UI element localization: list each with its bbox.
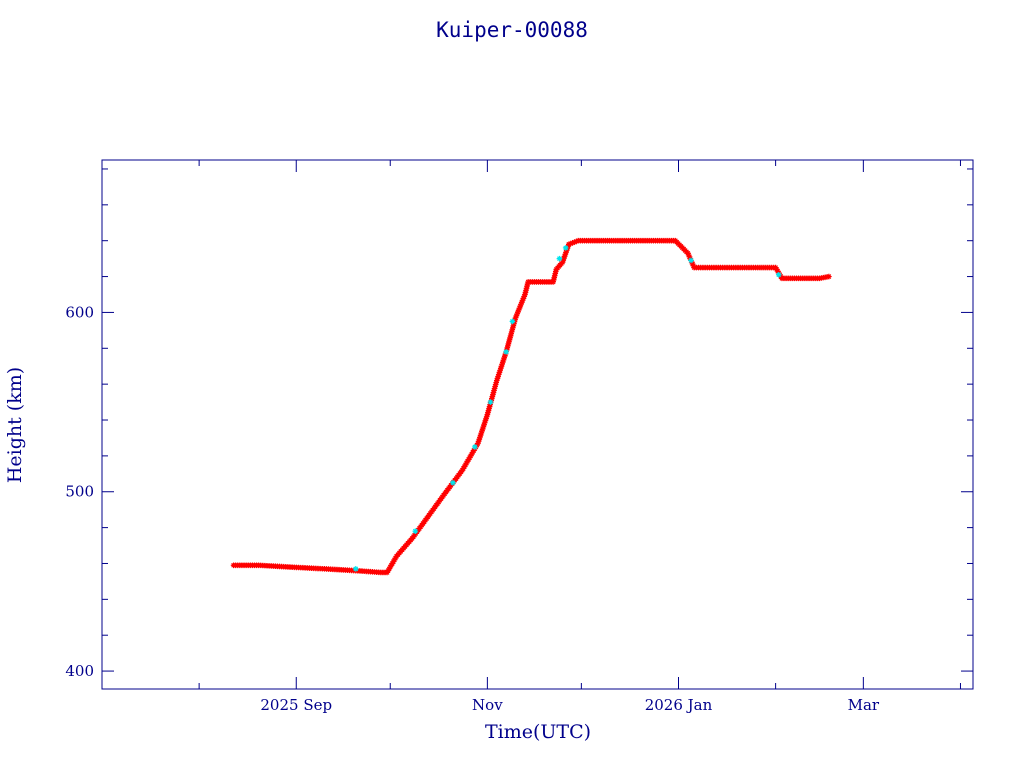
data-point-red xyxy=(685,250,691,257)
data-point-red xyxy=(515,307,522,313)
data-point-red xyxy=(512,315,519,321)
data-point-red xyxy=(690,263,697,269)
data-point-red xyxy=(826,273,832,280)
x-tick-label: 2025 Sep xyxy=(260,696,332,714)
x-tick-label: 2026 Jan xyxy=(645,696,713,714)
x-tick-label: Nov xyxy=(472,696,503,714)
data-point-red xyxy=(495,371,502,378)
data-point-red xyxy=(689,259,695,266)
data-point-red xyxy=(496,369,503,376)
data-point-red xyxy=(560,257,567,264)
data-point-red xyxy=(480,424,487,430)
data-points xyxy=(230,237,832,576)
x-tick-label: Mar xyxy=(848,696,880,714)
data-point-red xyxy=(565,243,571,250)
data-point-red xyxy=(479,428,485,434)
chart-title: Kuiper-00088 xyxy=(436,18,588,42)
data-point-red xyxy=(501,355,507,361)
data-point-red xyxy=(498,363,505,370)
data-point-red xyxy=(495,373,501,380)
data-point-cyan xyxy=(450,479,456,486)
data-point-red xyxy=(687,255,694,262)
data-point-red xyxy=(494,375,501,382)
data-point-red xyxy=(478,430,485,436)
data-point-red xyxy=(573,238,580,245)
y-tick-label: 400 xyxy=(65,662,94,680)
data-point-cyan xyxy=(556,255,563,262)
x-axis-label: Time(UTC) xyxy=(485,721,591,743)
data-point-red xyxy=(569,240,576,246)
data-point-red xyxy=(483,413,490,420)
plot-frame xyxy=(101,159,974,690)
data-point-red xyxy=(515,309,521,315)
data-point-red xyxy=(482,417,489,424)
data-point-red xyxy=(520,295,527,302)
data-point-red xyxy=(513,313,520,319)
data-point-red xyxy=(497,365,504,372)
data-point-red xyxy=(481,422,487,428)
data-point-red xyxy=(519,299,525,306)
data-point-cyan xyxy=(688,257,694,264)
data-point-red xyxy=(567,240,574,247)
data-point-red xyxy=(475,440,481,447)
data-point-red xyxy=(518,301,524,308)
data-point-red xyxy=(479,426,486,432)
data-point-red xyxy=(571,239,578,245)
data-point-red xyxy=(493,377,500,384)
data-point-red xyxy=(481,420,488,426)
data-point-red xyxy=(476,436,483,443)
data-point-cyan xyxy=(503,349,509,355)
data-point-red xyxy=(483,415,489,422)
data-point-red xyxy=(477,432,484,438)
data-point-cyan xyxy=(775,271,782,278)
data-point-red xyxy=(500,357,507,363)
data-point-cyan xyxy=(472,444,478,450)
y-tick-label: 500 xyxy=(65,483,94,501)
data-point-cyan xyxy=(509,318,516,325)
data-point-red xyxy=(519,297,526,304)
data-point-red xyxy=(566,241,572,248)
data-point-red xyxy=(686,254,693,260)
data-point-red xyxy=(563,247,570,254)
data-point-cyan xyxy=(487,399,494,405)
data-point-red xyxy=(517,303,524,309)
data-point-red xyxy=(563,249,569,256)
data-point-red xyxy=(685,252,692,258)
y-tick-label: 600 xyxy=(65,303,94,321)
data-point-red xyxy=(521,293,527,300)
axis-ticks: 2025 Sep Nov 2026 Jan Mar 400 500 600 xyxy=(65,160,973,714)
data-point-red xyxy=(502,351,509,357)
data-point-red xyxy=(475,438,482,445)
data-point-cyan xyxy=(562,245,569,251)
data-point-red xyxy=(502,353,508,359)
data-point-red xyxy=(499,361,505,367)
y-axis-label: Height (km) xyxy=(4,367,26,483)
data-point-red xyxy=(500,359,506,365)
data-point-red xyxy=(477,434,483,440)
data-point-red xyxy=(516,305,523,311)
data-point-red xyxy=(561,255,567,262)
data-point-red xyxy=(514,311,520,317)
data-point-cyan xyxy=(352,566,359,572)
data-point-red xyxy=(559,259,566,266)
data-point-red xyxy=(561,253,568,260)
data-point-red xyxy=(497,367,503,374)
data-point-red xyxy=(562,251,569,258)
data-point-red xyxy=(689,261,696,267)
data-point-cyan xyxy=(412,528,419,534)
